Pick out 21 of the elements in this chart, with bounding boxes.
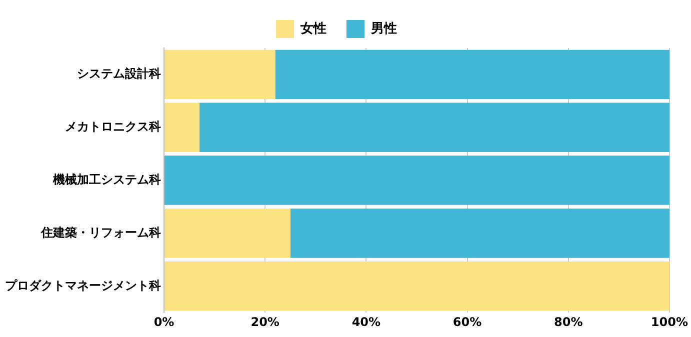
bar (275, 50, 670, 100)
x-tick-label: 100% (650, 314, 688, 329)
y-tick-label: 機械加工システム科 (52, 172, 161, 186)
bar (290, 208, 670, 258)
x-tick-label: 20% (250, 314, 280, 329)
bar (164, 50, 276, 100)
x-tick-label: 80% (554, 314, 583, 329)
y-tick-label: メカトロニクス科 (65, 120, 161, 134)
bar (164, 156, 670, 205)
bar (164, 208, 290, 258)
x-tick-label: 60% (452, 314, 482, 329)
x-tick-label: 0% (154, 314, 174, 329)
x-tick-label: 40% (352, 314, 381, 329)
y-tick-label: システム設計科 (77, 66, 161, 81)
bar (164, 262, 670, 311)
y-tick-label: 住建築・リフォーム科 (40, 225, 161, 240)
legend-label: 男性 (370, 21, 397, 36)
bar (164, 102, 200, 152)
bar (199, 102, 670, 152)
legend-label: 女性 (300, 21, 326, 36)
y-tick-label: プロダクトマネージメント科 (5, 278, 161, 292)
